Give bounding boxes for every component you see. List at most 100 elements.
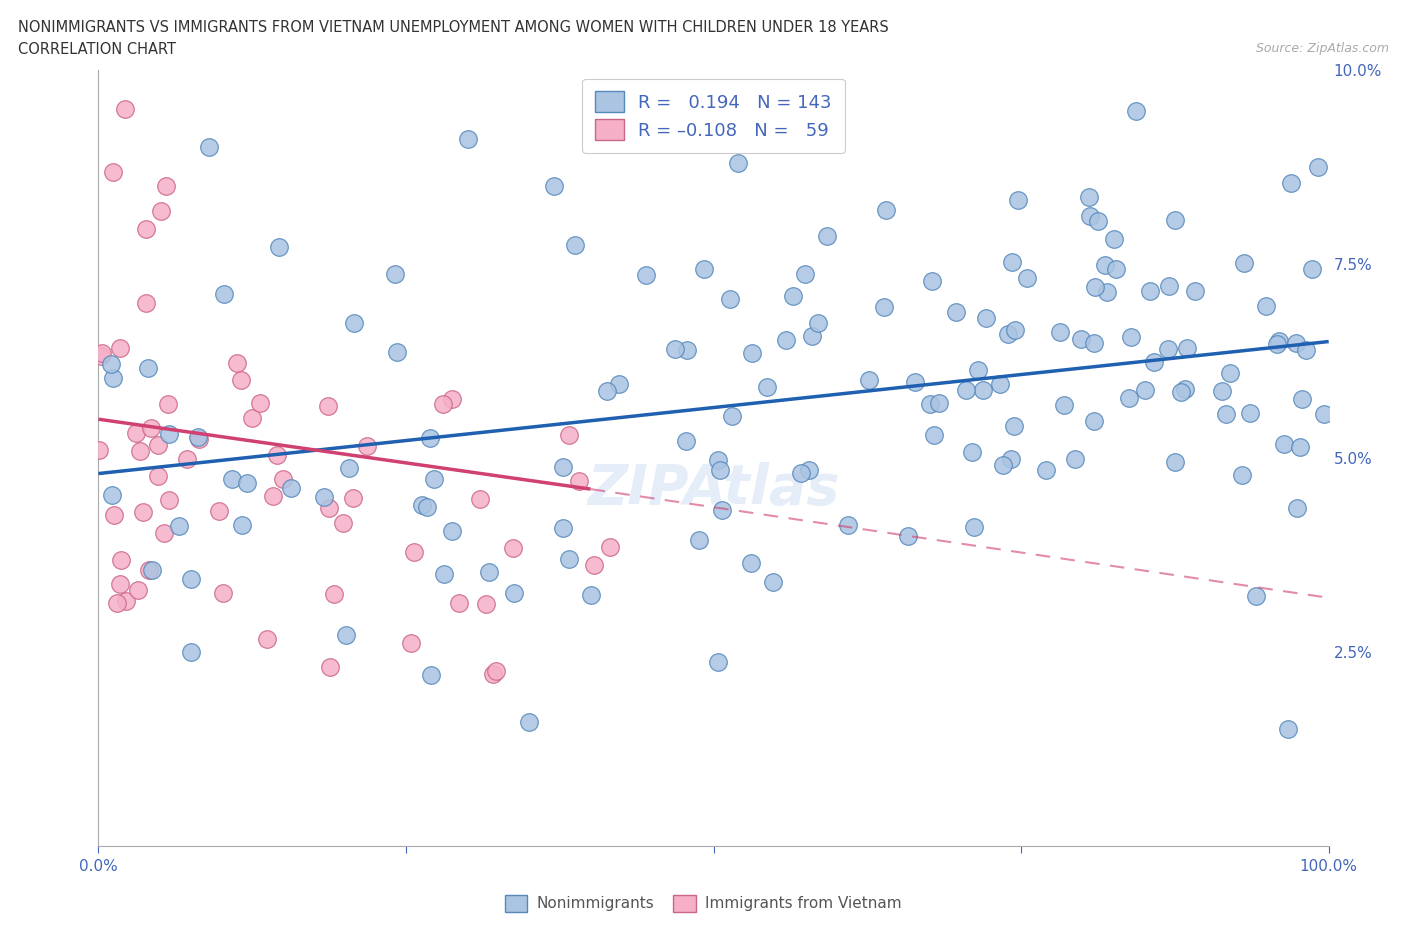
Point xyxy=(988,377,1011,392)
Point xyxy=(1267,334,1289,349)
Point xyxy=(1143,354,1166,369)
Point xyxy=(1211,384,1233,399)
Point xyxy=(1295,342,1317,357)
Point xyxy=(256,632,278,647)
Point xyxy=(664,341,686,356)
Legend: R =   0.194   N = 143, R = –0.108   N =   59: R = 0.194 N = 143, R = –0.108 N = 59 xyxy=(582,79,845,153)
Point xyxy=(312,489,335,504)
Point xyxy=(318,501,340,516)
Point xyxy=(1078,208,1101,223)
Point xyxy=(1233,256,1256,271)
Point xyxy=(688,533,710,548)
Point xyxy=(187,430,209,445)
Point xyxy=(484,663,506,678)
Point xyxy=(543,179,565,193)
Point xyxy=(384,266,406,281)
Point xyxy=(1170,385,1192,400)
Point xyxy=(858,373,880,388)
Point xyxy=(596,383,619,398)
Point xyxy=(741,345,763,360)
Point xyxy=(709,463,731,478)
Point xyxy=(87,443,110,458)
Point xyxy=(693,261,716,276)
Point xyxy=(423,472,446,486)
Point xyxy=(1184,284,1206,299)
Point xyxy=(169,519,191,534)
Point xyxy=(676,342,699,357)
Text: Source: ZipAtlas.com: Source: ZipAtlas.com xyxy=(1256,42,1389,55)
Point xyxy=(125,425,148,440)
Point xyxy=(323,586,346,601)
Point xyxy=(921,273,943,288)
Point xyxy=(1135,382,1157,397)
Point xyxy=(387,345,409,360)
Point xyxy=(1239,405,1261,420)
Y-axis label: Unemployment Among Women with Children Under 18 years: Unemployment Among Women with Children U… xyxy=(0,246,7,670)
Point xyxy=(1285,336,1308,351)
Point xyxy=(141,562,163,577)
Point xyxy=(1277,722,1299,737)
Point xyxy=(789,465,811,480)
Point xyxy=(1077,190,1099,205)
Point xyxy=(176,452,198,467)
Point xyxy=(342,490,364,505)
Point xyxy=(1301,261,1323,276)
Point xyxy=(155,179,177,193)
Point xyxy=(599,539,621,554)
Point xyxy=(993,458,1015,472)
Point xyxy=(478,565,501,580)
Point xyxy=(468,492,491,507)
Point xyxy=(135,295,157,310)
Point xyxy=(1053,398,1076,413)
Point xyxy=(904,375,927,390)
Point xyxy=(782,288,804,303)
Point xyxy=(1125,103,1147,118)
Point xyxy=(955,382,977,397)
Point xyxy=(457,131,479,146)
Point xyxy=(945,305,967,320)
Point xyxy=(564,238,586,253)
Point xyxy=(762,575,785,590)
Point xyxy=(432,396,454,411)
Point xyxy=(229,373,252,388)
Point xyxy=(1119,329,1142,344)
Point xyxy=(1084,279,1107,294)
Point xyxy=(875,202,897,217)
Point xyxy=(1174,381,1197,396)
Point xyxy=(1219,365,1241,380)
Point xyxy=(557,428,579,443)
Point xyxy=(1279,176,1302,191)
Point xyxy=(1015,271,1038,286)
Point xyxy=(180,572,202,587)
Point xyxy=(139,420,162,435)
Point xyxy=(551,459,574,474)
Point xyxy=(91,345,114,360)
Point xyxy=(180,644,202,659)
Point xyxy=(108,340,131,355)
Text: CORRELATION CHART: CORRELATION CHART xyxy=(18,42,176,57)
Point xyxy=(634,267,657,282)
Point xyxy=(1215,406,1237,421)
Point xyxy=(262,488,284,503)
Point xyxy=(1118,391,1140,405)
Point xyxy=(416,499,439,514)
Point xyxy=(127,582,149,597)
Point xyxy=(267,239,290,254)
Point xyxy=(135,221,157,236)
Point xyxy=(1035,462,1057,477)
Point xyxy=(266,448,288,463)
Point xyxy=(208,503,231,518)
Point xyxy=(1102,232,1125,246)
Point xyxy=(873,299,896,314)
Point xyxy=(1063,452,1085,467)
Point xyxy=(240,411,263,426)
Point xyxy=(706,453,728,468)
Point xyxy=(963,520,986,535)
Point xyxy=(337,461,360,476)
Point xyxy=(1070,331,1092,346)
Point xyxy=(974,311,997,325)
Point xyxy=(1000,452,1022,467)
Point xyxy=(110,552,132,567)
Point xyxy=(231,517,253,532)
Point xyxy=(411,498,433,513)
